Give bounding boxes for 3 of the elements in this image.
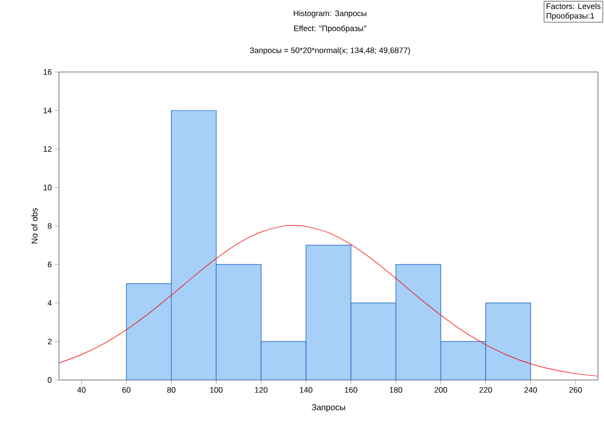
y-axis-title: No of obs	[31, 208, 38, 244]
x-axis-title: Запросы	[312, 404, 345, 412]
line-series	[59, 225, 598, 376]
